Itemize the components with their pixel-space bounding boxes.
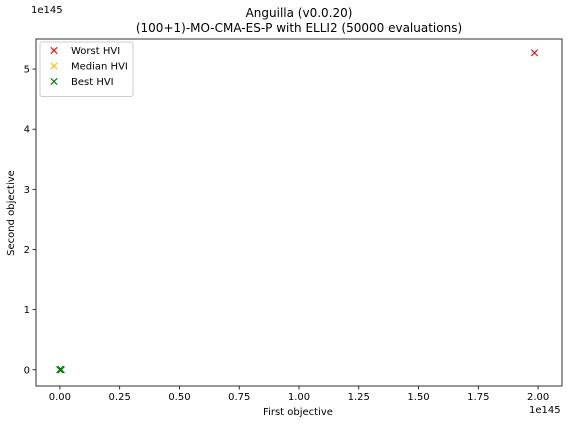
data-points bbox=[56, 49, 539, 374]
chart-subtitle: (100+1)-MO-CMA-ES-P with ELLI2 (50000 ev… bbox=[136, 21, 462, 35]
y-tick-label: 4 bbox=[24, 125, 30, 136]
x-tick-label: 0.00 bbox=[49, 392, 71, 403]
data-point bbox=[57, 366, 65, 374]
x-tick-label: 0.75 bbox=[228, 392, 250, 403]
legend-marker bbox=[50, 77, 58, 86]
series-best-hvi bbox=[56, 365, 65, 374]
legend-marker bbox=[50, 46, 58, 55]
legend-box bbox=[39, 41, 134, 97]
x-axis-ticks: 0.00 0.25 0.50 0.75 1.00 1.25 1.50 1.75 2.00 bbox=[49, 386, 549, 403]
legend-marker bbox=[50, 62, 58, 70]
x-tick-label: 1.75 bbox=[467, 392, 489, 403]
x-offset-text: 1e145 bbox=[529, 405, 561, 416]
y-axis-label: Second objective bbox=[6, 170, 17, 256]
y-tick-label: 0 bbox=[24, 365, 30, 376]
data-point bbox=[530, 49, 539, 57]
legend-entry: Best HVI bbox=[71, 77, 114, 88]
x-tick-label: 2.00 bbox=[527, 392, 549, 403]
y-tick-label: 1 bbox=[24, 305, 30, 316]
y-tick-label: 2 bbox=[24, 245, 30, 256]
x-tick-label: 1.00 bbox=[288, 392, 310, 403]
x-tick-label: 1.25 bbox=[348, 392, 370, 403]
legend: Worst HVI Median HVI Best HVI bbox=[39, 41, 134, 97]
chart-title: Anguilla (v0.0.20) bbox=[246, 6, 353, 20]
legend-entry: Median HVI bbox=[71, 62, 128, 73]
x-tick-label: 0.25 bbox=[109, 392, 131, 403]
y-axis-ticks: 0 1 2 3 4 5 bbox=[24, 65, 36, 376]
legend-entry: Worst HVI bbox=[71, 46, 120, 57]
y-tick-label: 3 bbox=[24, 185, 30, 196]
y-tick-label: 5 bbox=[24, 65, 30, 76]
x-tick-label: 1.50 bbox=[407, 392, 429, 403]
data-point bbox=[56, 365, 64, 373]
x-axis-label: First objective bbox=[263, 407, 333, 418]
y-offset-text: 1e145 bbox=[31, 5, 63, 16]
x-tick-label: 0.50 bbox=[168, 392, 190, 403]
